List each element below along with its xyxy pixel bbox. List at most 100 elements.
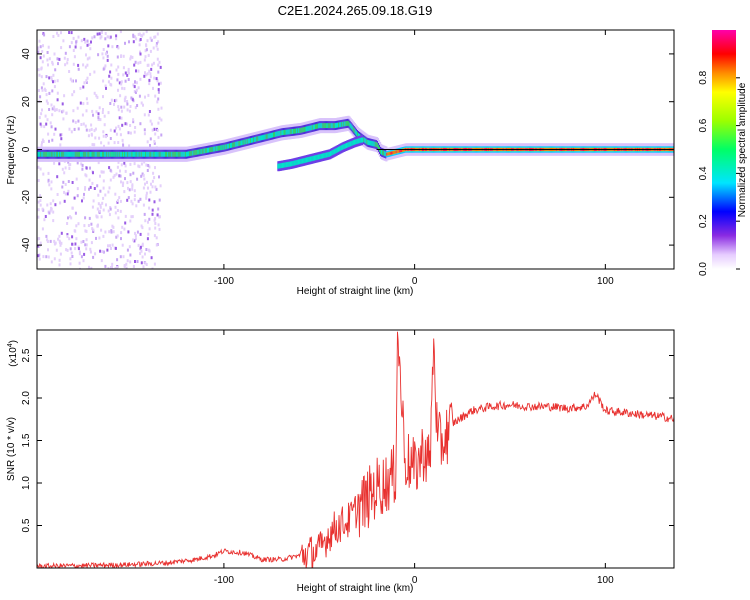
spectrogram-noise-cell [97,202,100,206]
spectrogram-noise-cell [37,179,40,182]
spectrogram-noise-cell [63,56,66,60]
spectrogram-noise-cell [140,162,143,166]
spectrogram-noise-cell [99,174,101,178]
colorbar-tick-label: 0.4 [698,166,709,180]
spectrogram-noise-cell [48,76,51,80]
spectrogram-noise-cell [133,189,136,193]
snr-ylabel: SNR (10 * v/v) [6,417,17,481]
spectrogram-xlabel: Height of straight line (km) [297,286,414,297]
spectrogram-noise-cell [41,108,43,112]
spectrogram-noise-cell [47,171,50,175]
spectrogram-noise-cell [145,194,148,198]
spectrogram-noise-cell [77,222,80,226]
spectrogram-noise-cell [126,108,129,112]
spectrogram-noise-cell [117,108,120,112]
snr-panel: -100 0 100 0.5 1.0 1.5 2.0 2.5 Height of straig… [6,329,675,594]
spectrogram-noise-cell [159,81,162,85]
spectrogram-noise-cell [108,186,111,190]
spectrogram-noise-cell [119,199,122,203]
spectrogram-noise-cell [129,131,132,135]
spectrogram-noise-cell [74,211,77,215]
spectrogram-noise-cell [155,236,158,240]
spectrogram-noise-cell [95,94,98,98]
spectrogram-noise-cell [51,138,54,142]
spectrogram-noise-cell [73,127,76,131]
spectrogram-noise-cell [107,111,110,115]
spectrogram-noise-cell [127,78,130,81]
spectrogram-noise-cell [133,194,136,198]
spectrogram-noise-cell [71,93,74,97]
spectrogram-xtick-label: 0 [412,276,418,287]
spectrogram-noise-cell [93,91,96,95]
colorbar-gradient [712,30,736,269]
spectrogram-noise-cell [136,260,139,263]
spectrogram-noise-cell [102,79,105,83]
spectrogram-noise-cell [104,32,107,35]
spectrogram-noise-cell [64,183,67,186]
spectrogram-noise-cell [124,122,127,126]
spectrogram-noise-cell [45,255,48,259]
spectrogram-noise-cell [41,207,44,211]
spectrogram-noise-cell [59,243,62,247]
spectrogram-noise-cell [140,249,143,253]
spectrogram-noise-cell [128,109,131,113]
spectrogram-noise-cell [109,206,112,209]
spectrogram-noise-cell [74,247,77,251]
spectrogram-noise-cell [109,207,112,211]
spectrogram-noise-cell [106,248,109,252]
spectrogram-noise-cell [104,193,107,197]
spectrogram-noise-cell [126,122,128,126]
spectrogram-noise-cell [69,257,72,261]
spectrogram-noise-cell [124,79,127,83]
spectrogram-noise-cell [63,190,66,194]
spectrogram-noise-cell [92,255,95,259]
snr-ytick-label: 1.5 [21,433,32,447]
spectrogram-noise-cell [82,196,85,200]
spectrogram-noise-cell [41,50,44,53]
spectrogram-noise-cell [113,246,116,250]
spectrogram-noise-cell [125,262,128,266]
spectrogram-noise-cell [85,166,88,170]
spectrogram-noise-cell [52,35,55,38]
spectrogram-noise-cell [78,250,81,254]
spectrogram-noise-cell [74,120,77,124]
spectrogram-noise-cell [122,181,125,185]
spectrogram-noise-cell [116,258,119,262]
spectrogram-noise-cell [58,234,61,238]
spectrogram-noise-cell [151,208,154,212]
spectrogram-noise-cell [120,82,123,86]
spectrogram-noise-cell [147,220,149,224]
spectrogram-noise-cell [110,83,113,87]
svg-text:(x104): (x104) [7,340,19,367]
spectrogram-noise-cell [104,52,107,56]
spectrogram-noise-cell [139,52,142,56]
spectrogram-noise-cell [85,238,88,242]
spectrogram-noise-cell [98,209,101,213]
spectrogram-noise-cell [45,122,48,126]
spectrogram-noise-cell [52,199,55,203]
spectrogram-noise-cell [143,160,146,164]
spectrogram-noise-cell [102,179,105,183]
spectrogram-noise-cell [69,215,71,219]
spectrogram-noise-cell [150,182,152,186]
spectrogram-noise-cell [42,140,45,143]
spectrogram-noise-cell [66,248,69,252]
spectrogram-noise-cell [104,230,107,234]
spectrogram-noise-cell [88,265,90,269]
spectrogram-noise-cell [81,167,84,171]
spectrogram-noise-cell [73,55,76,59]
spectrogram-noise-cell [49,202,52,206]
spectrogram-noise-cell [119,255,122,259]
spectrogram-noise-cell [53,132,56,136]
spectrogram-noise-cell [119,94,122,98]
spectrogram-noise-cell [79,86,82,90]
spectrogram-noise-cell [42,82,45,86]
spectrogram-noise-cell [72,62,75,66]
spectrogram-noise-cell [92,199,95,203]
spectrogram-noise-cell [146,237,149,241]
spectrogram-noise-cell [146,39,149,43]
spectrogram-noise-cell [100,35,103,39]
spectrogram-noise-cell [157,82,160,86]
spectrogram-noise-cell [120,109,123,113]
